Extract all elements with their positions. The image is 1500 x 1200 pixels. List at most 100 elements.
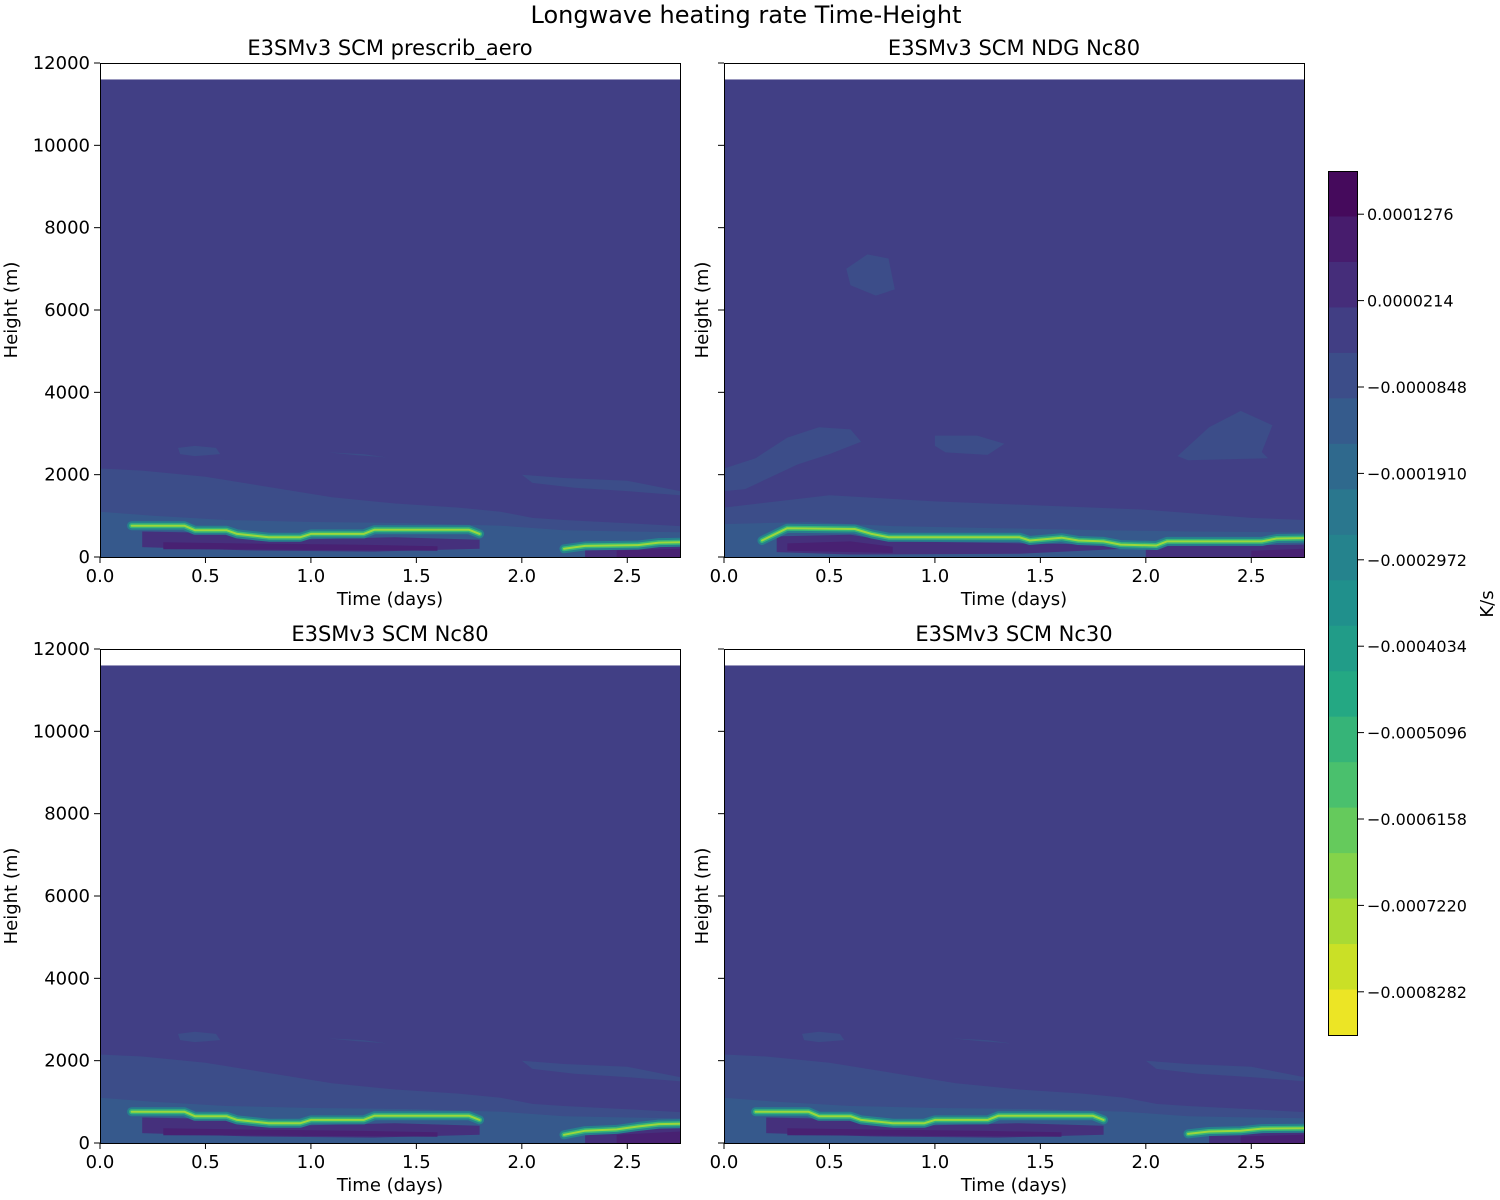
x-tick-label: 0.5 — [191, 566, 220, 587]
colorbar-band — [1328, 853, 1358, 900]
panel-frame — [724, 63, 1305, 558]
y-tick-label: 10000 — [33, 721, 90, 742]
contour-region — [616, 548, 680, 557]
panel-frame — [100, 63, 681, 558]
colorbar-label: K/s — [1477, 590, 1498, 617]
colorbar-tick-label: −0.0001910 — [1367, 464, 1467, 483]
colorbar-band — [1328, 171, 1358, 218]
x-tick-label: 1.5 — [402, 1152, 431, 1173]
colorbar-tick-label: −0.0004034 — [1367, 637, 1467, 656]
contour-region — [327, 452, 387, 458]
y-tick-label: 12000 — [33, 639, 90, 660]
contour-region — [178, 445, 221, 457]
colorbar-band — [1328, 989, 1358, 1036]
x-tick-label: 2.5 — [613, 1152, 642, 1173]
panel-frame — [100, 649, 681, 1144]
y-tick-label: 12000 — [33, 53, 90, 74]
x-tick-label: 1.0 — [921, 566, 950, 587]
x-tick-label: 0.0 — [86, 566, 115, 587]
panel-2: E3SMv3 SCM NDG Nc80 0.0 0.5 1.0 1.5 2.0 2.5 Tim… — [692, 36, 1305, 610]
x-axis-label: Time (days) — [336, 589, 443, 610]
x-tick-label: 0.0 — [86, 1152, 115, 1173]
colorbar-bands — [1328, 171, 1358, 1036]
panel-1: E3SMv3 SCM prescrib_aero 0.0 0.5 1.0 1.5 2.0 2… — [1, 36, 681, 610]
x-tick-label: 0.5 — [815, 566, 844, 587]
y-tick-label: 4000 — [44, 968, 90, 989]
heatmap-background — [724, 79, 1304, 557]
x-tick-label: 2.5 — [613, 566, 642, 587]
colorbar-band — [1328, 489, 1358, 536]
y-axis-label: Height (m) — [1, 848, 22, 945]
colorbar-band — [1328, 534, 1358, 581]
colorbar-band — [1328, 625, 1358, 672]
colorbar-band — [1328, 716, 1358, 763]
colorbar-band — [1328, 807, 1358, 854]
contour-region — [521, 474, 680, 496]
colorbar-ticks: 0.0001276 0.0000214 −0.0000848 −0.0001910 −0… — [1358, 205, 1467, 1002]
panel-plot-area — [724, 665, 1304, 1143]
x-tick-label: 1.5 — [1026, 566, 1055, 587]
x-axis-label: Time (days) — [336, 1175, 443, 1196]
colorbar-tick-label: −0.0006158 — [1367, 810, 1467, 829]
x-tick-label: 2.0 — [1131, 1152, 1160, 1173]
cooling-band-core — [761, 527, 1304, 547]
colorbar-band — [1328, 944, 1358, 991]
x-tick-label: 1.0 — [921, 1152, 950, 1173]
colorbar-tick-label: 0.0000214 — [1367, 292, 1454, 311]
cooling-band-core — [130, 524, 481, 539]
contour-region — [787, 541, 893, 553]
y-tick-label: 0 — [79, 547, 90, 568]
colorbar-band — [1328, 352, 1358, 399]
x-tick-label: 0.5 — [815, 1152, 844, 1173]
figure-title: Longwave heating rate Time-Height — [531, 1, 962, 29]
panel-title: E3SMv3 SCM prescrib_aero — [247, 36, 532, 61]
cooling-band-core — [754, 1110, 1105, 1125]
contour-region — [163, 1128, 438, 1137]
y-axis-label: Height (m) — [692, 262, 713, 359]
panel-plot-area — [724, 79, 1304, 557]
colorbar-band — [1328, 898, 1358, 945]
panel-title: E3SMv3 SCM NDG Nc80 — [888, 36, 1140, 60]
x-tick-label: 1.0 — [297, 566, 326, 587]
contour-region — [787, 1128, 1062, 1137]
x-tick-label: 2.5 — [1237, 566, 1266, 587]
colorbar-band — [1328, 307, 1358, 354]
panel-3: E3SMv3 SCM Nc80 0.0 0.5 1.0 1.5 2.0 2.5 0 2000 40… — [1, 622, 681, 1196]
y-axis-label: Height (m) — [692, 848, 713, 945]
contour-region — [724, 427, 862, 492]
y-tick-label: 6000 — [44, 886, 90, 907]
contour-region — [616, 1131, 680, 1143]
contour-region — [1240, 1134, 1304, 1143]
contour-region — [163, 542, 438, 551]
colorbar-band — [1328, 671, 1358, 718]
x-tick-label: 0.0 — [710, 566, 739, 587]
panel-title: E3SMv3 SCM Nc80 — [291, 622, 488, 646]
colorbar-band — [1328, 580, 1358, 627]
y-tick-label: 4000 — [44, 382, 90, 403]
contour-region — [327, 1038, 387, 1044]
x-tick-label: 2.0 — [507, 566, 536, 587]
colorbar-band — [1328, 398, 1358, 445]
y-tick-label: 2000 — [44, 465, 90, 486]
y-tick-label: 8000 — [44, 804, 90, 825]
x-tick-label: 1.5 — [1026, 1152, 1055, 1173]
colorbar-band — [1328, 216, 1358, 263]
y-tick-label: 10000 — [33, 135, 90, 156]
colorbar-band — [1328, 762, 1358, 809]
colorbar-frame — [1328, 171, 1358, 1036]
colorbar-band — [1328, 443, 1358, 490]
y-tick-label: 2000 — [44, 1051, 90, 1072]
y-axis-label: Height (m) — [1, 262, 22, 359]
cooling-band-core — [563, 541, 680, 550]
y-tick-label: 0 — [79, 1133, 90, 1154]
contour-region — [951, 1038, 1011, 1044]
y-tick-label: 8000 — [44, 218, 90, 239]
cooling-band-core — [1187, 1127, 1304, 1135]
cooling-band-core — [563, 1122, 680, 1136]
x-tick-label: 1.0 — [297, 1152, 326, 1173]
panel-title: E3SMv3 SCM Nc30 — [915, 622, 1112, 646]
colorbar: 0.0001276 0.0000214 −0.0000848 −0.0001910 −0… — [1328, 171, 1498, 1036]
colorbar-tick-label: 0.0001276 — [1367, 205, 1454, 224]
x-axis-label: Time (days) — [960, 589, 1067, 610]
